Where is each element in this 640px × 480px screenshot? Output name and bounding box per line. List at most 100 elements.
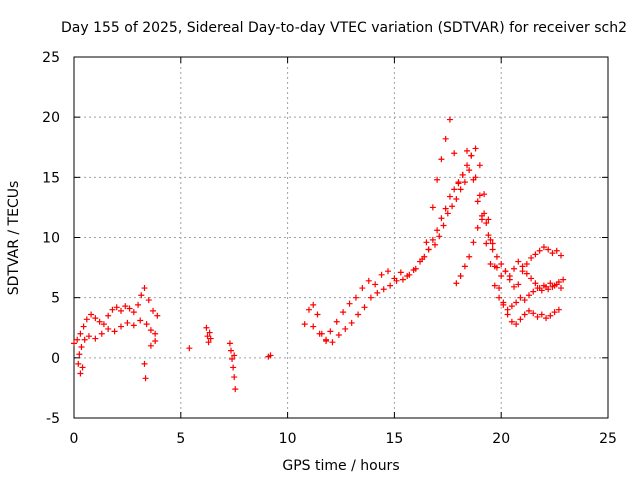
data-point: [80, 323, 87, 330]
data-point: [425, 246, 432, 253]
data-point: [474, 198, 481, 205]
data-point: [203, 324, 210, 331]
data-point: [485, 216, 492, 223]
data-point: [455, 179, 462, 186]
data-point: [335, 331, 342, 338]
data-point: [553, 281, 560, 288]
data-point: [487, 236, 494, 243]
data-point: [367, 294, 374, 301]
data-point: [436, 233, 443, 240]
data-point: [513, 321, 520, 328]
data-point: [88, 311, 95, 318]
data-point: [470, 176, 477, 183]
x-tick-label: 10: [279, 431, 297, 447]
y-tick-label: 15: [42, 170, 60, 186]
data-point: [206, 329, 213, 336]
data-point: [483, 220, 490, 227]
data-point: [530, 288, 537, 295]
data-point: [491, 263, 498, 270]
data-point: [545, 286, 552, 293]
data-point: [141, 285, 148, 292]
data-point: [528, 275, 535, 282]
data-point: [558, 252, 565, 259]
data-point: [78, 344, 85, 351]
data-point: [393, 277, 400, 284]
data-point: [525, 292, 532, 299]
data-point: [365, 277, 372, 284]
data-point: [152, 330, 159, 337]
data-point: [540, 282, 547, 289]
data-point: [476, 192, 483, 199]
data-point: [412, 265, 419, 272]
data-point: [449, 203, 456, 210]
data-point: [340, 309, 347, 316]
data-point: [517, 294, 524, 301]
data-point: [438, 156, 445, 163]
data-point: [474, 224, 481, 231]
data-point: [130, 322, 137, 329]
data-point: [105, 325, 112, 332]
data-point: [523, 260, 530, 267]
data-point: [511, 265, 518, 272]
data-point: [71, 340, 77, 347]
data-point: [314, 311, 321, 318]
data-point: [310, 301, 317, 308]
data-point: [498, 260, 505, 267]
data-point: [147, 327, 154, 334]
data-point: [305, 306, 312, 313]
data-point: [506, 273, 513, 280]
data-point: [459, 171, 466, 178]
data-point: [231, 352, 238, 359]
data-point: [126, 305, 133, 312]
data-point: [525, 307, 532, 314]
data-point: [378, 271, 385, 278]
y-tick-label: 5: [51, 291, 60, 307]
data-point: [397, 269, 404, 276]
data-point: [464, 147, 471, 154]
data-point: [513, 299, 520, 306]
y-tick-label: 25: [42, 50, 60, 66]
data-point: [466, 167, 473, 174]
x-axis-label: GPS time / hours: [282, 458, 399, 474]
data-point: [117, 323, 124, 330]
data-point: [481, 191, 488, 198]
data-point: [232, 386, 239, 393]
data-point: [141, 360, 148, 367]
data-point: [387, 282, 394, 289]
data-point: [85, 333, 92, 340]
data-point: [227, 347, 234, 354]
data-point: [489, 240, 496, 247]
data-point: [152, 337, 159, 344]
data-point: [453, 195, 460, 202]
data-point: [135, 301, 142, 308]
data-point: [150, 307, 157, 314]
data-point: [521, 297, 528, 304]
data-point: [138, 292, 145, 299]
data-point: [446, 116, 453, 123]
y-tick-label: 0: [51, 351, 60, 367]
x-tick-label: 0: [70, 431, 79, 447]
data-point: [498, 273, 505, 280]
data-point: [81, 336, 88, 343]
data-point: [483, 240, 490, 247]
data-point: [229, 356, 236, 363]
data-point: [487, 260, 494, 267]
data-point: [77, 330, 84, 337]
data-point: [429, 204, 436, 211]
data-point: [438, 215, 445, 222]
data-point: [204, 333, 211, 340]
data-point: [226, 340, 233, 347]
data-point: [205, 339, 212, 346]
data-point: [555, 306, 562, 313]
data-point: [472, 145, 479, 152]
data-point: [92, 335, 99, 342]
data-point: [502, 268, 509, 275]
data-point: [434, 176, 441, 183]
data-point: [530, 310, 537, 317]
data-point: [451, 150, 458, 157]
x-tick-labels: 0 5 10 15 20 25: [70, 431, 617, 447]
x-tick-label: 15: [385, 431, 403, 447]
data-point: [77, 370, 84, 377]
data-point: [333, 318, 340, 325]
